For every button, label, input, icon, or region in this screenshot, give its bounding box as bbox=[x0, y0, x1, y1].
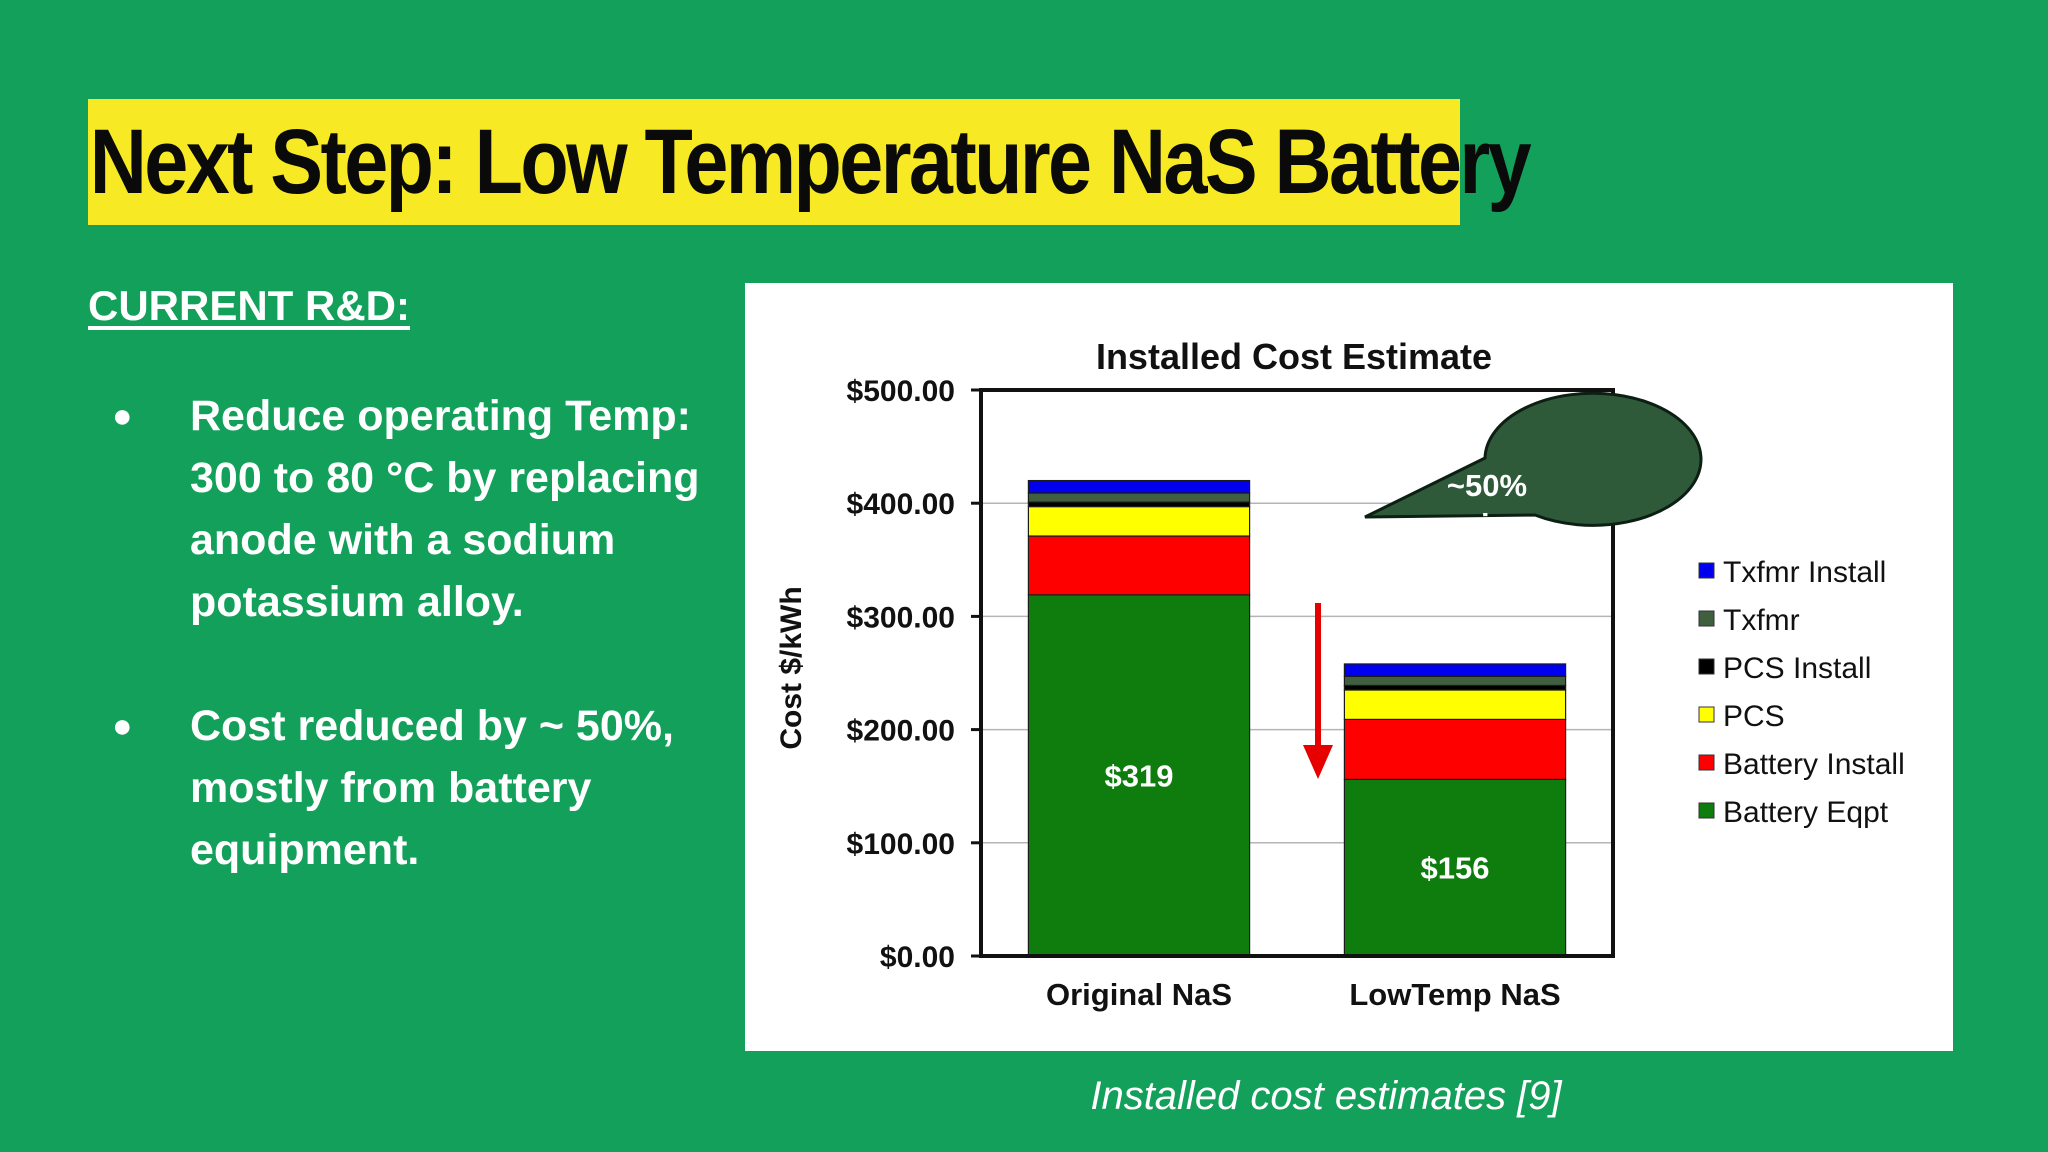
legend: Txfmr Install Txfmr PCS Install PCS Battery … bbox=[1698, 556, 1905, 829]
y-tick-label: $0.00 bbox=[880, 941, 955, 974]
y-axis-label: Cost $/kWh bbox=[775, 586, 808, 749]
slide-title: Next Step: Low Temperature NaS Battery bbox=[89, 110, 1532, 213]
x-tick-label: LowTemp NaS bbox=[1349, 977, 1560, 1012]
title-banner: Next Step: Low Temperature NaS Battery bbox=[88, 99, 1532, 225]
figure-caption: Installed cost estimates [9] bbox=[1090, 1074, 1562, 1118]
bar-data-label: $319 bbox=[1105, 758, 1174, 793]
y-tick-label: $300.00 bbox=[847, 601, 955, 634]
bullet-text: Cost reduced by ~ 50%, mostly from batte… bbox=[190, 702, 674, 874]
bullet-list: ● Reduce operating Temp: 300 to 80 °C by… bbox=[88, 385, 738, 943]
bar-segment-battery-install bbox=[1343, 718, 1567, 781]
y-tick-label: $200.00 bbox=[847, 715, 955, 748]
bar-segment-battery-eqpt bbox=[1027, 594, 1251, 957]
y-tick-label: $500.00 bbox=[847, 375, 955, 408]
legend-label: Txfmr bbox=[1723, 604, 1800, 637]
bar-segment-txfmr bbox=[1027, 492, 1251, 503]
legend-swatch bbox=[1698, 802, 1715, 819]
callout-line-1: ~50% bbox=[1447, 468, 1527, 503]
bar-segment-txfmr bbox=[1343, 675, 1567, 687]
chart-title: Installed Cost Estimate bbox=[1096, 336, 1492, 377]
chart-card: Installed Cost Estimate Cost $/kWh $319 $… bbox=[745, 283, 1953, 1051]
callout-line-2: savings bbox=[1429, 507, 1544, 542]
plot-frame bbox=[979, 388, 1615, 958]
x-tick-labels: Original NaS LowTemp NaS bbox=[1046, 977, 1561, 1012]
legend-swatch bbox=[1698, 658, 1715, 675]
bar-data-label: $156 bbox=[1421, 851, 1490, 886]
legend-swatch bbox=[1698, 562, 1715, 579]
y-tick-labels: $0.00 $100.00 $200.00 $300.00 $400.00 $500.00 bbox=[847, 375, 981, 974]
stacked-bar-chart: Installed Cost Estimate Cost $/kWh $319$… bbox=[775, 336, 1905, 1012]
bar-segment-pcs bbox=[1027, 505, 1251, 537]
bar-segment-battery-install bbox=[1027, 535, 1251, 596]
legend-label: Battery Install bbox=[1723, 748, 1905, 781]
legend-label: PCS bbox=[1723, 700, 1785, 733]
bullet-dot-icon: ● bbox=[112, 397, 133, 435]
legend-swatch bbox=[1698, 610, 1715, 627]
y-tick-label: $400.00 bbox=[847, 488, 955, 521]
savings-callout: ~50% savings bbox=[1364, 391, 1703, 542]
bar-segment-txfmr-install bbox=[1027, 479, 1251, 494]
bullet-item: ● Reduce operating Temp: 300 to 80 °C by… bbox=[88, 385, 738, 633]
bullet-item: ● Cost reduced by ~ 50%, mostly from bat… bbox=[88, 695, 738, 881]
bars: $319 $156 bbox=[1027, 479, 1567, 957]
down-arrow-icon bbox=[1303, 603, 1333, 779]
bullet-text: Reduce operating Temp: 300 to 80 °C by r… bbox=[190, 392, 700, 626]
legend-swatch bbox=[1698, 754, 1715, 771]
legend-swatch bbox=[1698, 706, 1715, 723]
bullet-dot-icon: ● bbox=[112, 707, 133, 745]
bar-segment-pcs bbox=[1343, 689, 1567, 721]
legend-label: Battery Eqpt bbox=[1723, 796, 1889, 829]
legend-label: PCS Install bbox=[1723, 652, 1871, 685]
callout-bubble bbox=[1364, 391, 1703, 527]
section-heading: CURRENT R&D: bbox=[88, 282, 410, 329]
bar-segment-txfmr-install bbox=[1343, 663, 1567, 677]
legend-label: Txfmr Install bbox=[1723, 556, 1886, 589]
y-tick-label: $100.00 bbox=[847, 828, 955, 861]
x-tick-label: Original NaS bbox=[1046, 977, 1232, 1012]
bar-segment-pcs-install bbox=[1027, 501, 1251, 508]
bar-segment-pcs-install bbox=[1343, 684, 1567, 691]
